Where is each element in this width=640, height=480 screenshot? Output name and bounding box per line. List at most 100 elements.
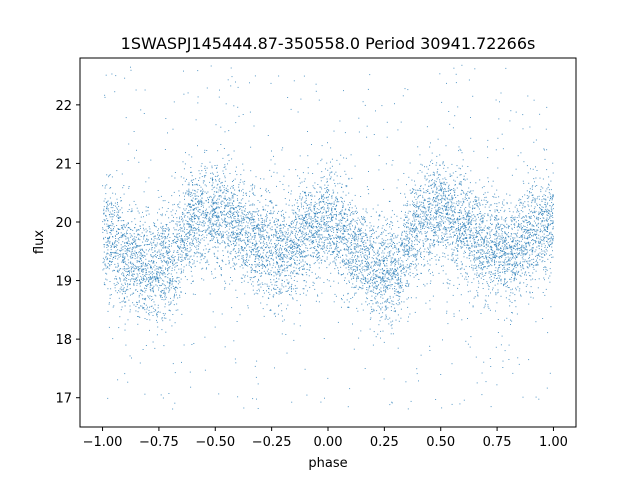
data-point (291, 247, 293, 249)
data-point (406, 270, 408, 272)
data-point (384, 248, 386, 250)
data-point (124, 279, 126, 281)
data-point (524, 254, 526, 256)
data-point (240, 240, 241, 242)
data-point (281, 149, 283, 151)
data-point (460, 193, 462, 195)
data-point (483, 215, 485, 217)
data-point (488, 252, 490, 254)
data-point (432, 225, 434, 227)
data-point (197, 96, 199, 98)
data-point (522, 258, 524, 260)
data-point (249, 211, 251, 213)
data-point (495, 244, 497, 246)
data-point (258, 232, 260, 234)
data-point (241, 239, 243, 241)
data-point (447, 242, 449, 244)
data-point (486, 243, 488, 245)
data-point (220, 224, 222, 226)
data-point (256, 263, 258, 265)
data-point (229, 208, 231, 210)
data-point (168, 244, 170, 245)
data-point (357, 217, 359, 219)
data-point (165, 247, 167, 249)
data-point (475, 232, 476, 234)
data-point (282, 260, 284, 262)
data-point (483, 242, 485, 244)
data-point (270, 229, 272, 231)
data-point (139, 272, 141, 274)
data-point (435, 164, 437, 166)
data-point (391, 164, 393, 166)
data-point (546, 208, 548, 210)
data-point (162, 232, 164, 234)
data-point (342, 274, 344, 275)
data-point (312, 285, 314, 286)
data-point (541, 261, 543, 263)
data-point (204, 336, 206, 338)
data-point (491, 251, 493, 253)
data-point (252, 225, 254, 227)
data-point (107, 262, 109, 264)
data-point (189, 262, 191, 264)
data-point (283, 286, 285, 288)
data-point (156, 313, 158, 315)
data-point (506, 261, 508, 263)
data-point (329, 214, 331, 216)
data-point (190, 255, 192, 257)
data-point (158, 272, 160, 274)
data-point (302, 221, 304, 223)
data-point (144, 278, 145, 280)
data-point (465, 225, 467, 226)
data-point (126, 249, 127, 251)
data-point (525, 219, 527, 221)
data-point (286, 257, 288, 259)
data-point (495, 228, 497, 230)
data-point (141, 263, 143, 265)
data-point (545, 288, 547, 290)
data-point (148, 213, 150, 215)
data-point (170, 279, 171, 281)
data-point (190, 206, 192, 208)
data-point (337, 223, 339, 225)
data-point (295, 290, 297, 292)
data-point (543, 240, 545, 242)
data-point (188, 204, 190, 206)
data-point (150, 265, 152, 267)
data-point (104, 284, 106, 286)
data-point (291, 258, 292, 260)
data-point (525, 243, 527, 245)
data-point (496, 225, 498, 227)
data-point (109, 224, 111, 226)
data-point (309, 206, 311, 208)
data-point (164, 294, 166, 296)
data-point (343, 236, 344, 238)
data-point (412, 220, 414, 222)
data-point (127, 222, 129, 224)
data-point (412, 203, 414, 205)
data-point (111, 225, 113, 227)
data-point (276, 223, 278, 225)
data-point (331, 214, 332, 216)
data-point (146, 308, 148, 310)
data-point (330, 203, 332, 205)
data-point (232, 225, 234, 227)
data-point (468, 253, 470, 255)
data-point (429, 345, 431, 347)
data-point (190, 224, 192, 226)
data-point (389, 404, 391, 406)
data-point (423, 206, 425, 208)
data-point (217, 220, 219, 222)
data-point (252, 231, 254, 232)
data-point (450, 201, 452, 203)
data-point (221, 214, 222, 216)
data-point (364, 278, 366, 280)
data-point (151, 281, 153, 283)
data-point (472, 190, 474, 192)
data-point (494, 211, 496, 213)
data-point (367, 88, 369, 90)
data-point (188, 154, 190, 156)
data-point (337, 225, 338, 226)
data-point (307, 250, 309, 252)
data-point (278, 253, 280, 255)
